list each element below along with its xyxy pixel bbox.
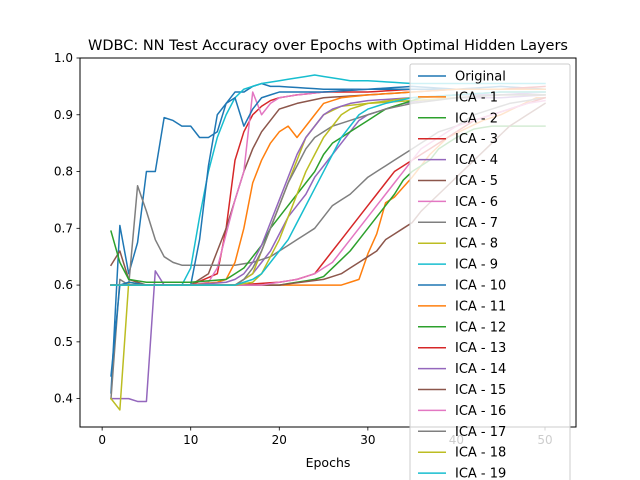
legend-box [409,63,571,480]
y-tick-label: 0.8 [54,165,73,179]
legend-label-ica-5: ICA - 5 [455,174,498,189]
y-tick-label: 0.5 [54,335,73,349]
y-tick-label: 0.9 [54,108,73,122]
legend-label-ica-18: ICA - 18 [455,446,506,461]
y-tick-label: 0.4 [54,392,73,406]
legend: Original ICA - 1 ICA - 2 ICA - 3 ICA - 4 ICA … [409,63,571,480]
ticks-layer: 010203040500.40.50.60.70.80.91.0 [54,51,553,447]
legend-label-ica-7: ICA - 7 [455,216,498,231]
y-tick-label: 0.6 [54,278,73,292]
legend-label-ica-4: ICA - 4 [455,153,498,168]
legend-label-ica-16: ICA - 16 [455,404,506,419]
chart-title: WDBC: NN Test Accuracy over Epochs with … [88,38,568,54]
x-tick-label: 10 [183,433,198,447]
legend-label-ica-17: ICA - 17 [455,425,506,440]
legend-label-ica-1: ICA - 1 [455,90,498,105]
legend-label-ica-3: ICA - 3 [455,132,498,147]
legend-label-ica-10: ICA - 10 [455,279,506,294]
legend-label-ica-9: ICA - 9 [455,258,498,273]
legend-label-original: Original [455,70,506,85]
x-tick-label: 30 [360,433,375,447]
x-axis-label: Epochs [306,455,351,470]
plot-frame [79,57,577,428]
legend-label-ica-15: ICA - 15 [455,383,506,398]
x-tick-label: 0 [98,433,106,447]
legend-label-ica-13: ICA - 13 [455,341,506,356]
legend-label-ica-14: ICA - 14 [455,362,506,377]
legend-label-ica-2: ICA - 2 [455,111,498,126]
legend-label-ica-19: ICA - 19 [455,467,506,480]
y-tick-label: 0.7 [54,221,73,235]
legend-label-ica-12: ICA - 12 [455,320,506,335]
legend-label-ica-6: ICA - 6 [455,195,498,210]
y-tick-label: 1.0 [54,51,73,65]
x-tick-label: 20 [272,433,287,447]
legend-label-ica-8: ICA - 8 [455,237,498,252]
legend-label-ica-11: ICA - 11 [455,299,506,314]
